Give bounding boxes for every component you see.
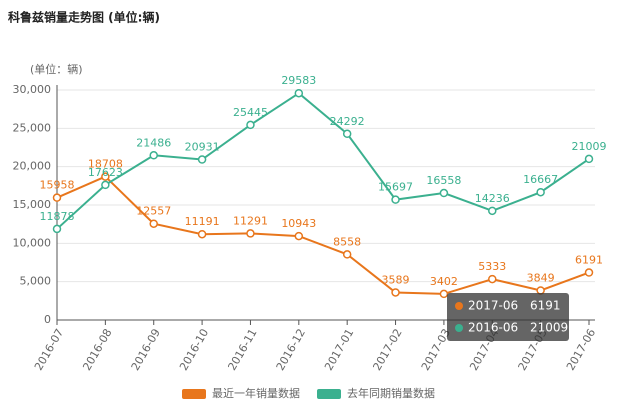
tooltip-label: 2016-06: [468, 321, 518, 335]
y-tick-label: 30,000: [13, 83, 52, 96]
data-label: 8558: [333, 235, 361, 248]
x-tick-label: 2016-12: [274, 327, 308, 373]
data-label: 10943: [281, 217, 316, 230]
point: [246, 229, 255, 238]
data-label: 12557: [136, 205, 171, 218]
tooltip-box: [447, 293, 569, 341]
legend-label: 最近一年销量数据: [212, 386, 300, 400]
point: [149, 151, 158, 160]
point: [584, 268, 594, 277]
x-tick-label: 2017-02: [370, 327, 404, 373]
x-tick-label: 2016-10: [177, 327, 211, 373]
point: [149, 219, 158, 228]
point: [584, 154, 594, 164]
y-tick-label: 25,000: [13, 121, 52, 134]
data-label: 3849: [527, 271, 555, 284]
data-label: 16667: [523, 173, 558, 186]
y-tick-label: 5,000: [20, 275, 52, 288]
point: [488, 274, 497, 284]
x-tick-label: 2017-06: [564, 327, 598, 373]
data-label: 3402: [430, 275, 458, 288]
point: [342, 250, 352, 259]
data-label: 20931: [185, 141, 220, 154]
x-tick-label: 2016-08: [80, 327, 114, 373]
data-label: 21486: [136, 136, 171, 149]
point: [52, 224, 62, 234]
tooltip-value: 6191: [530, 299, 561, 313]
data-label: 11191: [185, 215, 220, 228]
data-label: 11878: [40, 210, 75, 223]
data-label: 15697: [378, 181, 413, 194]
data-label: 16558: [426, 174, 461, 187]
y-tick-label: 15,000: [13, 198, 52, 211]
point: [488, 206, 497, 216]
point: [52, 193, 62, 202]
data-label: 25445: [233, 106, 268, 119]
point: [197, 155, 207, 164]
x-tick-label: 2017-01: [322, 327, 356, 373]
legend-swatch: [182, 389, 206, 399]
point: [536, 187, 545, 197]
x-tick-label: 2016-09: [129, 327, 163, 373]
x-tick-label: 2016-07: [32, 327, 66, 373]
data-label: 14236: [475, 192, 510, 205]
point: [294, 88, 304, 98]
point: [294, 231, 304, 241]
tooltip-label: 2017-06: [468, 299, 518, 313]
y-axis-label: (单位：辆): [30, 62, 83, 76]
point: [536, 286, 545, 295]
series-line: [56, 175, 590, 295]
legend-label: 去年同期销量数据: [347, 386, 435, 400]
point: [246, 120, 255, 130]
data-label: 29583: [281, 74, 316, 87]
data-label: 18708: [88, 158, 123, 171]
x-tick-label: 2016-11: [225, 327, 259, 373]
point: [439, 289, 449, 299]
tooltip-dot: [455, 302, 463, 310]
series-line: [56, 91, 590, 230]
point: [439, 188, 449, 198]
point: [342, 129, 352, 139]
point: [101, 172, 110, 181]
point: [391, 288, 400, 297]
tooltip-value: 21009: [530, 321, 568, 335]
data-label: 6191: [575, 254, 603, 267]
chart-title: 科鲁兹销量走势图 (单位:辆): [8, 10, 160, 25]
point: [391, 195, 400, 204]
legend-swatch: [317, 389, 341, 399]
point: [197, 229, 207, 239]
data-label: 11291: [233, 214, 268, 227]
data-label: 24292: [330, 115, 365, 128]
data-label: 21009: [572, 140, 607, 153]
tooltip-dot: [455, 324, 463, 332]
y-tick-label: 10,000: [13, 236, 52, 249]
data-label: 15958: [40, 179, 75, 192]
y-tick-label: 20,000: [13, 160, 52, 173]
data-label: 5333: [478, 260, 506, 273]
data-label: 3589: [382, 273, 410, 286]
data-label: 17623: [88, 166, 123, 179]
y-tick-label: 0: [44, 313, 51, 326]
point: [101, 180, 110, 190]
